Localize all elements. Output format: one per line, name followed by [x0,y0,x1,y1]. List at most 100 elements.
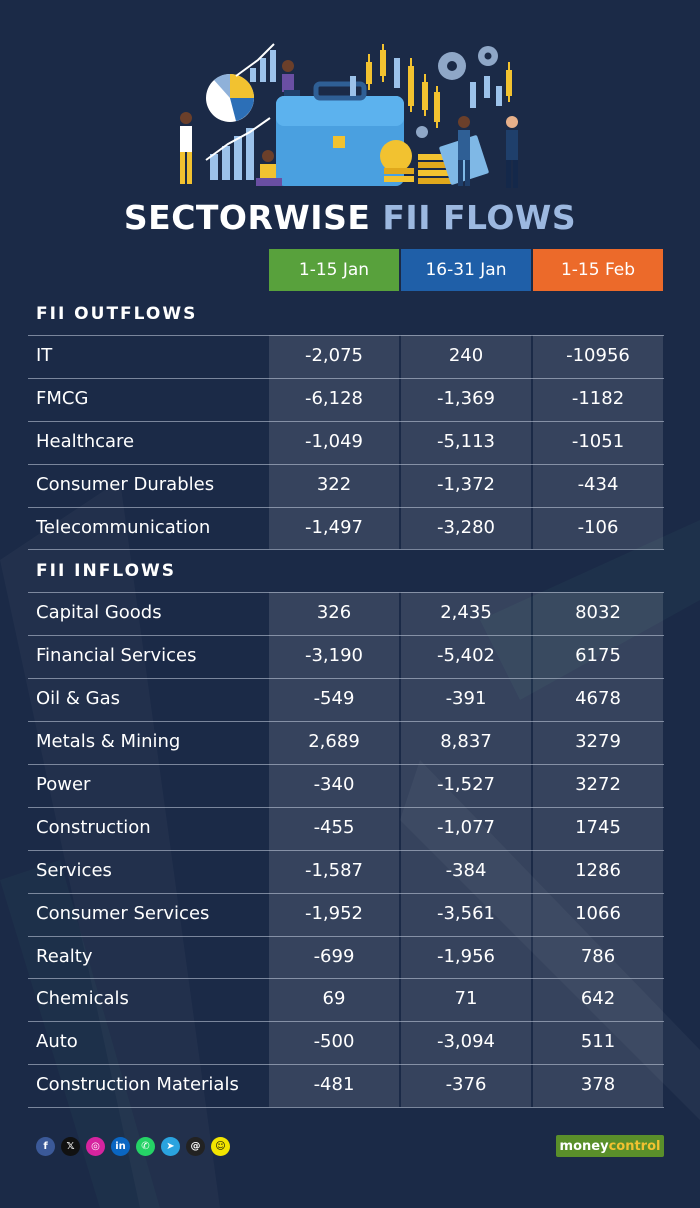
row-divider [28,377,664,379]
threads-icon[interactable]: @ [186,1137,205,1156]
table-cell: -1051 [571,430,625,452]
sector-label: Realty [36,945,93,967]
table-cell: 1066 [575,902,621,924]
table-cell: 326 [316,602,352,624]
row-divider [28,463,664,465]
moneycontrol-logo: money control [556,1135,664,1157]
sector-label: Healthcare [36,430,135,452]
table-cell: 322 [316,473,352,495]
row-divider [28,806,664,808]
table-cell: -549 [313,688,355,710]
table-cell: 8,837 [440,731,492,752]
table-cell: 4678 [575,688,621,710]
instagram-icon[interactable]: ◎ [86,1137,105,1156]
table-cell: -1,952 [304,902,364,924]
table-cell: -1,369 [436,387,496,409]
table-cell: -376 [445,1074,487,1096]
table-cell: 1286 [575,859,621,881]
table-cell: 378 [580,1074,616,1096]
row-divider [28,635,664,637]
table-cell: -1,049 [304,430,364,452]
table-cell: -3,280 [436,516,496,538]
social-icons: f 𝕏 ◎ in ✆ ➤ @ ☺ [36,1137,230,1157]
sector-label: Auto [36,1031,78,1053]
gear-icon [416,46,498,138]
table-cell: -1,077 [436,816,496,838]
x-icon[interactable]: 𝕏 [61,1137,80,1156]
table-cell: -391 [445,688,487,710]
table-cell: -1,497 [304,516,364,538]
snapchat-icon[interactable]: ☺ [211,1137,230,1156]
logo-part-1: money [559,1138,609,1154]
section-label: FII INFLOWS [36,561,177,582]
pie-chart-icon [206,73,254,122]
table-cell: 2,435 [440,602,492,624]
briefcase-icon [276,81,404,186]
table-cell: -384 [445,859,487,881]
sector-label: Power [36,773,91,795]
column-header: 1-15 Feb [533,249,663,291]
candlestick-icon [366,44,512,128]
table-cell: -5,113 [436,430,496,452]
title-part-1: SECTORWISE [123,198,371,237]
table-cell: -106 [577,516,619,538]
title-part-2: FII FLOWS [382,198,577,237]
row-divider [28,721,664,722]
sector-label: Financial Services [36,645,197,667]
sector-label: IT [36,344,53,366]
table-cell: -455 [313,816,355,838]
table-cell: -1,372 [436,473,496,495]
page-title: SECTORWISE FII FLOWS [0,198,700,237]
telegram-icon[interactable]: ➤ [161,1137,180,1156]
table-cell: -3,190 [304,645,364,667]
sector-label: Telecommunication [36,516,211,538]
row-divider [28,549,664,551]
table-cell: 8032 [575,602,621,624]
table-cell: -3,094 [436,1031,496,1053]
sector-label: Chemicals [36,988,129,1010]
linkedin-icon[interactable]: in [111,1137,130,1156]
sector-label: Services [36,859,112,881]
row-divider [28,1064,664,1066]
row-divider [28,334,664,336]
row-divider [28,1107,664,1109]
sector-label: Construction [36,816,151,838]
table-cell: -5,402 [436,645,496,667]
table-cell: -10956 [566,344,630,366]
table-cell: -1182 [571,387,625,409]
table-cell: -699 [313,945,355,967]
bar-chart-icon [210,128,254,180]
people-icon [458,116,518,188]
table-cell: -3,561 [436,902,496,924]
logo-part-2: control [608,1138,661,1154]
hero-illustration [180,43,518,188]
table-cell: -340 [313,773,355,795]
table-cell: 71 [454,988,478,1010]
table-cell: 3279 [575,731,621,752]
sector-label: FMCG [36,387,89,409]
table-cell: -481 [313,1074,355,1096]
row-divider [28,935,664,937]
sector-label: Construction Materials [36,1074,239,1096]
row-divider [28,506,664,508]
table-cell: -434 [577,473,619,495]
row-divider [28,849,664,851]
column-header: 1-15 Jan [269,249,399,291]
table-cell: 6175 [575,645,621,667]
sector-label: Metals & Mining [36,731,181,752]
sector-label: Consumer Durables [36,473,215,495]
row-divider [28,892,664,894]
table-cell: 786 [580,945,616,967]
sector-label: Capital Goods [36,602,162,624]
table-cell: 3272 [575,773,621,795]
table-cell: 642 [580,988,616,1010]
column-header: 16-31 Jan [401,249,531,291]
table-cell: 511 [580,1031,616,1053]
table-cell: 240 [448,344,484,366]
column-shade [533,334,663,550]
table-cell: -1,527 [436,773,496,795]
table-cell: -2,075 [304,344,364,366]
whatsapp-icon[interactable]: ✆ [136,1137,155,1156]
facebook-icon[interactable]: f [36,1137,55,1156]
row-divider [28,1021,664,1023]
